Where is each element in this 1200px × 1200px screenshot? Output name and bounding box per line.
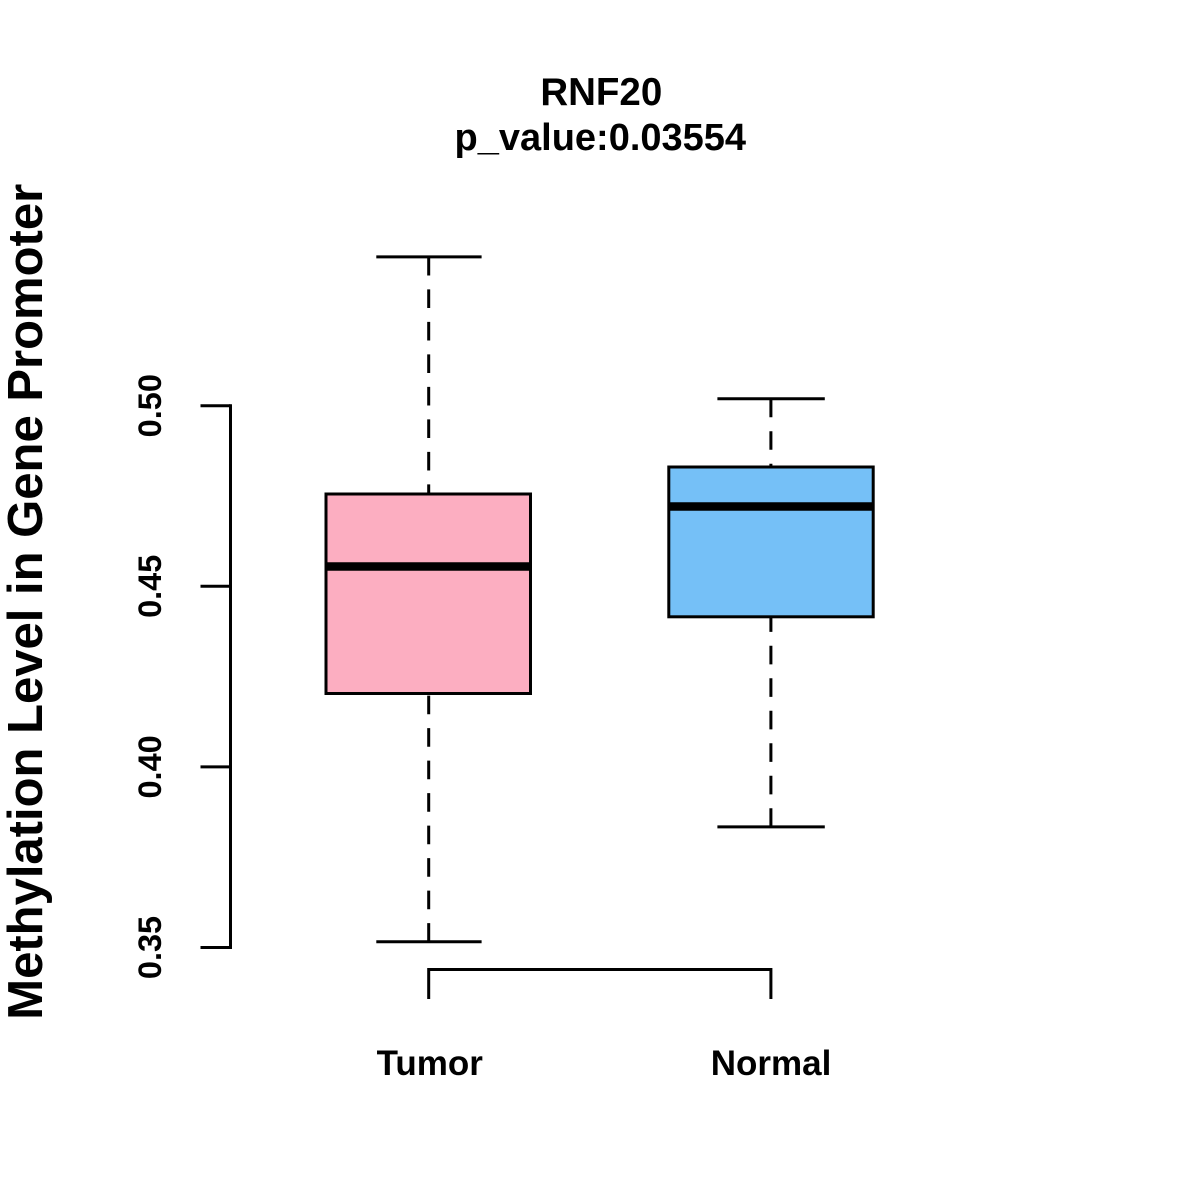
svg-text:Tumor: Tumor [377, 1044, 484, 1083]
svg-text:0.50: 0.50 [132, 374, 168, 437]
svg-text:Normal: Normal [711, 1044, 832, 1083]
svg-text:0.45: 0.45 [132, 555, 168, 618]
svg-text:0.40: 0.40 [132, 735, 168, 798]
svg-text:Methylation Level in Gene Prom: Methylation Level in Gene Promoter [0, 184, 53, 1020]
svg-text:p_value:0.03554: p_value:0.03554 [455, 117, 747, 159]
svg-text:RNF20: RNF20 [540, 71, 662, 114]
svg-text:0.35: 0.35 [132, 916, 168, 979]
